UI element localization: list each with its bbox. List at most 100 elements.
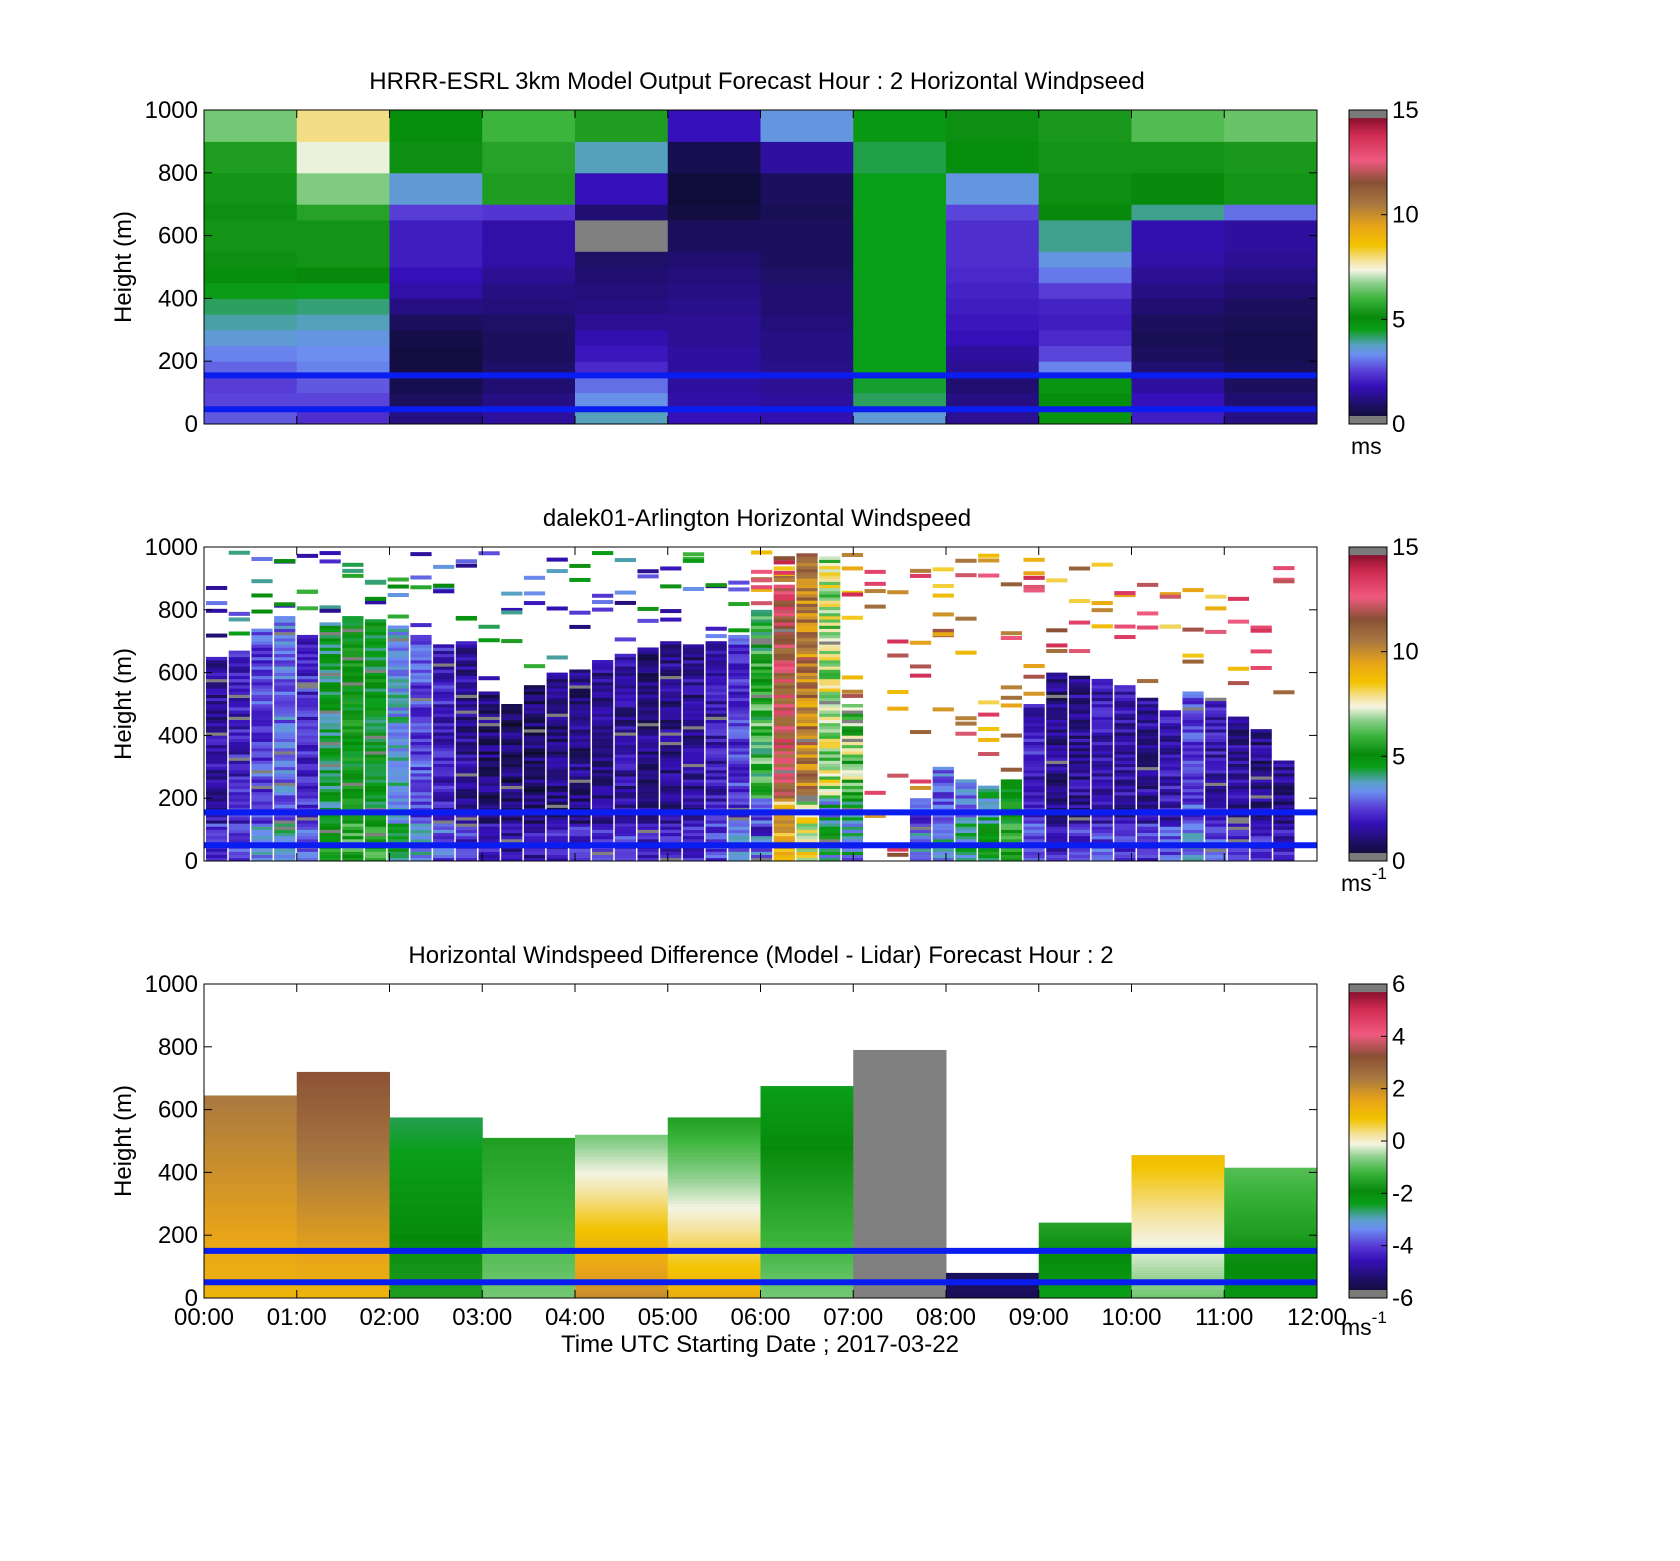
heatmap-cell [614, 669, 636, 673]
heatmap-cell [342, 851, 364, 856]
heatmap-cell [705, 710, 727, 714]
heatmap-cell [389, 1291, 483, 1296]
heatmap-cell [1131, 376, 1225, 394]
heatmap-cell [1224, 1241, 1318, 1245]
heatmap-cell [946, 408, 1040, 425]
heatmap-cell [1250, 835, 1272, 840]
heatmap-cell [296, 725, 319, 730]
heatmap-cell [296, 172, 390, 205]
heatmap-cell [387, 785, 409, 790]
heatmap-cell [482, 376, 576, 394]
heatmap-cell [760, 1244, 854, 1249]
heatmap-cell [887, 653, 909, 658]
heatmap-cell [1182, 704, 1204, 708]
heatmap-cell [1273, 832, 1295, 837]
heatmap-cell [433, 647, 455, 651]
heatmap-cell [546, 741, 568, 746]
heatmap-cell [773, 638, 795, 642]
heatmap-cell [296, 685, 319, 689]
heatmap-cell [751, 569, 773, 574]
heatmap-cell [1068, 620, 1091, 625]
heatmap-cell [501, 835, 523, 840]
heatmap-cell [760, 1232, 854, 1236]
heatmap-cell [1046, 832, 1068, 837]
heatmap-cell [614, 725, 636, 730]
heatmap-cell [1131, 1266, 1225, 1271]
heatmap-cell [637, 832, 659, 837]
heatmap-cell [342, 562, 364, 567]
heatmap-cell [614, 590, 636, 595]
heatmap-cell [660, 791, 682, 796]
heatmap-cell [433, 697, 455, 702]
heatmap-cell [546, 725, 568, 730]
heatmap-cell [796, 798, 818, 802]
heatmap-cell [660, 685, 682, 689]
heatmap-cell [206, 741, 228, 746]
heatmap-cell [728, 817, 750, 821]
heatmap-cell [705, 829, 727, 834]
heatmap-cell [1227, 839, 1250, 843]
heatmap-cell [1224, 251, 1318, 268]
heatmap-cell [569, 839, 591, 843]
heatmap-cell [410, 650, 432, 655]
heatmap-cell [482, 1162, 576, 1167]
heatmap-cell [204, 110, 298, 142]
heatmap-cell [1114, 801, 1136, 805]
heatmap-cell [841, 744, 864, 749]
heatmap-cell [296, 1294, 390, 1299]
heatmap-cell [614, 798, 636, 802]
heatmap-cell [614, 813, 636, 818]
heatmap-cell [682, 795, 705, 799]
heatmap-cell [841, 801, 864, 805]
heatmap-cell [1182, 848, 1204, 852]
heatmap-cell [523, 716, 546, 720]
heatmap-cell [274, 625, 296, 629]
heatmap-cell [501, 710, 523, 714]
heatmap-cell [751, 697, 773, 702]
heatmap-cell [296, 641, 319, 645]
heatmap-cell [364, 788, 387, 793]
heatmap-cell [955, 798, 977, 802]
heatmap-cell [1205, 773, 1227, 777]
heatmap-cell [1068, 832, 1091, 837]
heatmap-cell [206, 829, 228, 834]
heatmap-cell [251, 650, 273, 655]
heatmap-cell [1227, 769, 1250, 774]
y-axis-label: Height (m) [110, 211, 137, 323]
heatmap-cell [1131, 1260, 1225, 1264]
heatmap-cell [819, 707, 841, 711]
heatmap-cell [1224, 1216, 1318, 1220]
heatmap-cell [955, 650, 977, 655]
heatmap-cell [637, 751, 659, 755]
heatmap-cell [204, 1285, 298, 1289]
heatmap-cell [296, 1159, 390, 1164]
heatmap-cell [637, 685, 659, 689]
heatmap-cell [274, 744, 296, 749]
heatmap-cell [575, 1141, 669, 1145]
heatmap-cell [204, 314, 298, 331]
heatmap-cell [389, 1203, 483, 1208]
heatmap-cell [751, 710, 773, 714]
heatmap-cell [1250, 785, 1272, 790]
heatmap-cell [660, 682, 682, 686]
heatmap-cell [637, 669, 659, 673]
heatmap-cell [760, 392, 854, 409]
heatmap-cell [1273, 788, 1295, 793]
heatmap-cell [342, 616, 364, 620]
heatmap-cell [342, 638, 364, 642]
heatmap-cell [760, 1213, 854, 1217]
heatmap-cell [389, 345, 483, 362]
overlay-lines [204, 1247, 1317, 1286]
heatmap-cell [773, 798, 795, 802]
heatmap-cell [796, 641, 818, 645]
heatmap-cell [501, 610, 523, 615]
heatmap-cell [841, 741, 864, 746]
heatmap-cell [637, 826, 659, 830]
heatmap-cell [637, 569, 659, 574]
heatmap-cell [1038, 1228, 1132, 1233]
heatmap-cell [569, 798, 591, 802]
heatmap-cell [274, 710, 296, 714]
heatmap-cell [251, 785, 273, 790]
heatmap-cell [1114, 795, 1136, 799]
heatmap-cell [482, 267, 576, 284]
